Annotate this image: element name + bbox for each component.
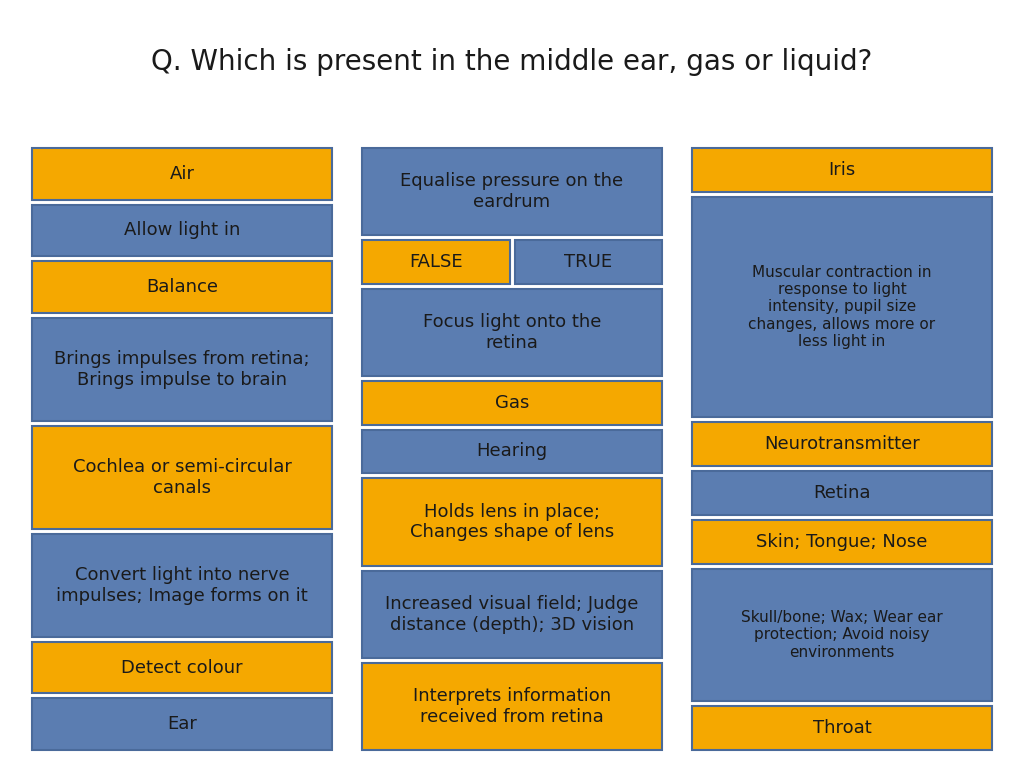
Text: Allow light in: Allow light in [124,221,241,240]
Bar [362,478,662,565]
Text: Equalise pressure on the
eardrum: Equalise pressure on the eardrum [400,172,624,211]
Bar [32,642,332,694]
Bar [32,698,332,750]
Text: Ear: Ear [167,715,197,733]
Bar [362,289,662,376]
Bar [692,706,992,750]
Bar [692,471,992,515]
Bar [514,240,662,284]
Text: Skin; Tongue; Nose: Skin; Tongue; Nose [757,533,928,551]
Text: Detect colour: Detect colour [121,659,243,677]
Text: Skull/bone; Wax; Wear ear
protection; Avoid noisy
environments: Skull/bone; Wax; Wear ear protection; Av… [741,610,943,660]
Bar [692,520,992,564]
Text: Q. Which is present in the middle ear, gas or liquid?: Q. Which is present in the middle ear, g… [152,48,872,76]
Bar [362,240,510,284]
Text: Retina: Retina [813,484,870,502]
Text: Brings impulses from retina;
Brings impulse to brain: Brings impulses from retina; Brings impu… [54,349,310,389]
Text: Hearing: Hearing [476,442,548,461]
Bar [362,381,662,425]
Text: Throat: Throat [813,719,871,737]
Bar [692,422,992,466]
Text: FALSE: FALSE [409,253,463,271]
Text: TRUE: TRUE [564,253,612,271]
Bar [32,318,332,421]
Text: Cochlea or semi-circular
canals: Cochlea or semi-circular canals [73,458,292,497]
Text: Interprets information
received from retina: Interprets information received from ret… [413,687,611,726]
Bar [32,261,332,313]
Bar [32,204,332,256]
Bar [32,148,332,200]
Text: Holds lens in place;
Changes shape of lens: Holds lens in place; Changes shape of le… [410,502,614,541]
Text: Iris: Iris [828,161,856,179]
Text: Focus light onto the
retina: Focus light onto the retina [423,313,601,352]
Text: Air: Air [170,165,195,183]
Bar [692,569,992,701]
Text: Increased visual field; Judge
distance (depth); 3D vision: Increased visual field; Judge distance (… [385,594,639,634]
Bar [362,663,662,750]
Bar [692,197,992,417]
Text: Muscular contraction in
response to light
intensity, pupil size
changes, allows : Muscular contraction in response to ligh… [749,265,936,349]
Bar [32,425,332,529]
Text: Convert light into nerve
impulses; Image forms on it: Convert light into nerve impulses; Image… [56,566,308,604]
Text: Gas: Gas [495,394,529,412]
Bar [362,571,662,657]
Bar [362,148,662,235]
Bar [362,429,662,473]
Bar [692,148,992,192]
Bar [32,534,332,637]
Text: Neurotransmitter: Neurotransmitter [764,435,920,453]
Text: Balance: Balance [146,278,218,296]
